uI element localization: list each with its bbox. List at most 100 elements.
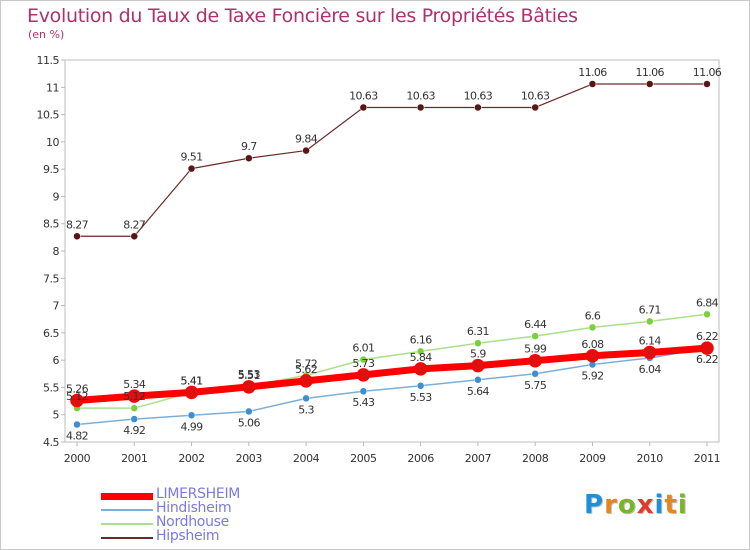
data-label: 5.84 [410, 351, 433, 364]
series-line-limersheim [73, 344, 711, 405]
legend-swatch [101, 492, 153, 500]
data-point [302, 146, 310, 155]
data-label: 5.53 [410, 391, 433, 404]
x-tick-label: 2005 [350, 452, 377, 465]
data-point [73, 232, 81, 241]
data-point [187, 164, 196, 173]
y-tick-label: 6 [53, 354, 60, 367]
data-label: 6.04 [639, 363, 662, 376]
y-tick-label: 9.5 [43, 163, 59, 176]
legend-swatch [101, 523, 153, 525]
data-point [70, 393, 84, 408]
y-tick-label: 4.5 [43, 436, 59, 449]
data-label: 6.22 [696, 330, 718, 343]
data-label: 9.7 [241, 140, 257, 153]
y-tick-label: 9 [53, 190, 60, 203]
data-label: 5.3 [298, 403, 314, 416]
legend-label: Hindisheim [156, 500, 232, 516]
data-label: 6.31 [467, 325, 489, 338]
data-label: 5.34 [123, 378, 146, 391]
data-label: 5.75 [524, 379, 547, 392]
y-tick-label: 6.5 [43, 327, 59, 340]
y-tick-label: 10.5 [37, 109, 60, 122]
series-line-hipsheim [76, 83, 708, 237]
data-point [413, 362, 428, 376]
data-point [73, 420, 81, 429]
data-point [700, 341, 714, 355]
data-label: 5.92 [581, 370, 603, 383]
data-point [299, 374, 313, 388]
data-label: 6.08 [581, 338, 604, 351]
data-label: 5.41 [180, 374, 202, 387]
y-tick-label: 11 [46, 81, 59, 94]
data-label: 6.16 [410, 333, 433, 346]
y-tick-label: 5.5 [43, 381, 59, 394]
data-label: 5.99 [524, 343, 547, 356]
y-tick-label: 7 [53, 300, 60, 313]
data-point [474, 376, 482, 384]
data-label: 5.9 [470, 348, 486, 361]
data-label: 10.63 [406, 89, 435, 102]
data-point [130, 232, 139, 241]
data-label: 6.6 [585, 309, 601, 322]
data-label: 6.01 [352, 342, 374, 355]
legend-label: Nordhouse [156, 514, 229, 530]
x-tick-label: 2006 [407, 452, 434, 465]
data-label: 10.63 [349, 89, 378, 102]
data-label: 10.63 [464, 89, 493, 102]
legend-swatch [101, 509, 153, 511]
plot-area [64, 59, 720, 443]
x-tick-label: 2000 [64, 452, 91, 465]
logo-letter: r [604, 490, 618, 520]
data-label: 5.43 [352, 396, 375, 409]
data-label: 9.84 [295, 133, 318, 146]
legend-label: Hipsheim [156, 528, 220, 544]
data-point [531, 103, 539, 112]
data-point [471, 358, 485, 373]
data-label: 5.72 [295, 357, 317, 370]
data-point [359, 103, 368, 112]
data-label: 5.64 [467, 385, 490, 398]
data-label: 6.84 [696, 296, 719, 309]
data-point [242, 380, 256, 394]
data-label: 11.06 [693, 66, 722, 79]
data-point [474, 339, 482, 347]
data-label: 5.12 [123, 390, 145, 403]
data-point [302, 394, 310, 403]
data-label: 4.99 [180, 420, 203, 433]
data-label: 5.12 [66, 390, 88, 403]
data-point [245, 154, 253, 162]
data-point [416, 382, 425, 390]
data-point [474, 103, 482, 112]
logo-letter: o [617, 490, 637, 520]
x-tick-label: 2010 [637, 452, 664, 465]
data-label: 5.62 [295, 363, 317, 376]
data-label: 10.63 [521, 89, 550, 102]
x-tick-label: 2008 [522, 452, 549, 465]
legend-item: Nordhouse [101, 514, 361, 530]
logo-letter: P [584, 490, 605, 520]
data-label: 6.71 [639, 303, 661, 316]
data-point [416, 103, 425, 112]
data-label: 5.53 [238, 368, 261, 381]
data-label: 5.73 [352, 357, 375, 370]
data-label: 9.51 [180, 151, 202, 164]
data-point [645, 317, 654, 326]
data-point [359, 387, 368, 395]
data-point [585, 349, 600, 363]
data-point [528, 353, 542, 368]
data-label: 11.06 [578, 66, 607, 79]
data-point [127, 389, 142, 403]
legend-label: LIMERSHEIM [156, 486, 241, 502]
data-point [645, 80, 654, 88]
data-point [356, 368, 371, 382]
data-point [588, 323, 597, 332]
x-tick-label: 2007 [465, 452, 492, 465]
y-tick-label: 8 [53, 245, 60, 258]
data-label: 5.26 [66, 383, 89, 396]
data-label: 4.82 [66, 430, 88, 443]
unit-label: (en %) [28, 28, 65, 41]
series-line-hindisheim [76, 347, 708, 426]
y-tick-label: 8.5 [43, 218, 59, 231]
